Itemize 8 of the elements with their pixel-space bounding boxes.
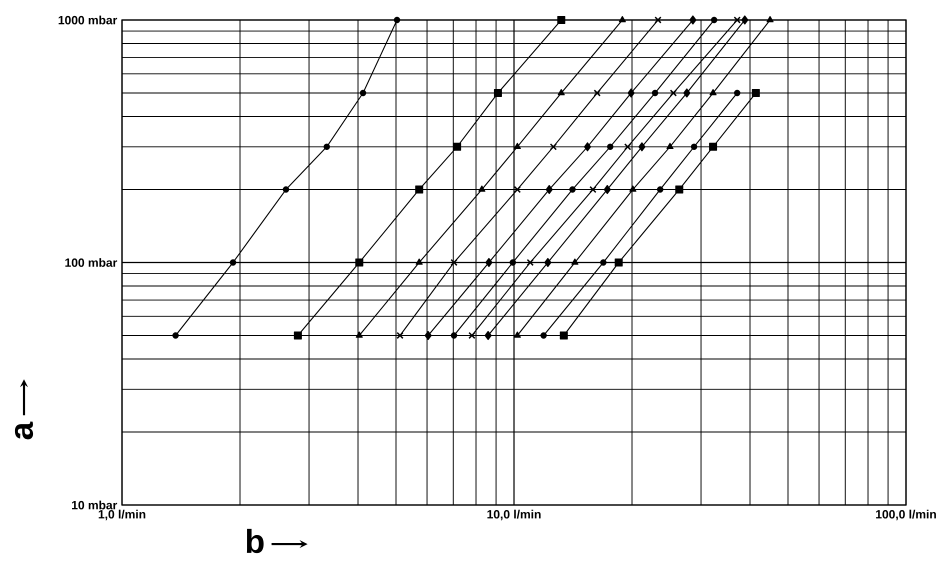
y-tick-label: 10 mbar <box>72 500 118 510</box>
x-tick-label: 1,0 l/min <box>98 510 146 520</box>
y-axis-title: a <box>14 422 34 440</box>
y-tick-label: 1000 mbar <box>58 16 118 24</box>
y-tick-label: 100 mbar <box>65 258 118 267</box>
x-tick-label: 10,0 l/min <box>487 510 541 520</box>
x-tick-label: 100,0 l/min <box>876 510 936 520</box>
x-axis-title: b <box>246 528 264 554</box>
